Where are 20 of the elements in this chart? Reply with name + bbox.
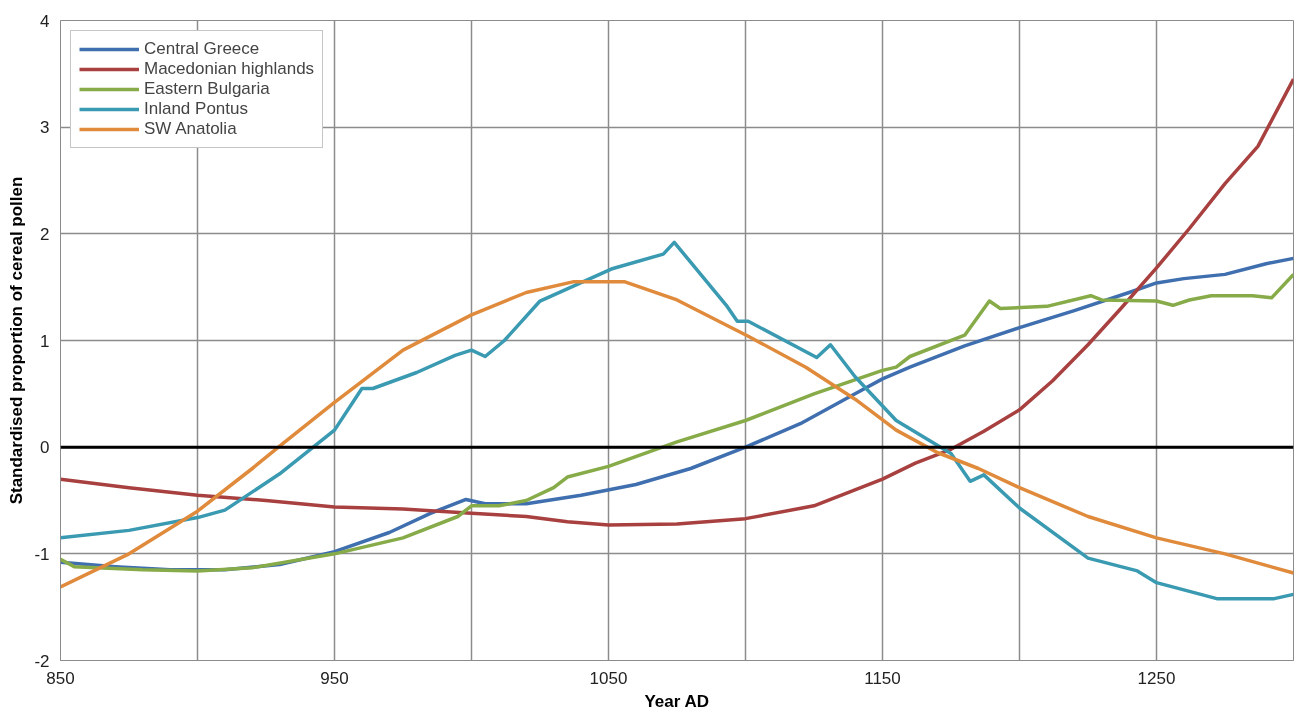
y-tick-label: 1 (40, 331, 50, 351)
y-tick-label: 3 (40, 118, 50, 138)
x-axis-title: Year AD (644, 691, 709, 711)
legend-label: Inland Pontus (144, 99, 248, 119)
x-tick-label: 1050 (589, 668, 628, 688)
legend-label: Eastern Bulgaria (144, 79, 270, 99)
x-tick-label: 950 (320, 668, 349, 688)
x-tick-label: 1250 (1137, 668, 1176, 688)
legend-label: SW Anatolia (144, 119, 237, 139)
y-tick-label: -1 (34, 544, 50, 564)
line-series (60, 77, 1294, 527)
legend-label: Central Greece (144, 39, 260, 59)
x-tick-label: 850 (46, 668, 75, 688)
y-axis-title: Standardised proportion of cereal pollen (7, 176, 27, 505)
y-tick-label: 2 (40, 224, 50, 244)
y-tick-label: 0 (40, 438, 50, 458)
legend-label: Macedonian highlands (144, 59, 315, 79)
x-tick-label: 1150 (864, 668, 901, 688)
y-tick-label: 4 (40, 11, 50, 31)
y-tick-label: -2 (34, 651, 50, 671)
